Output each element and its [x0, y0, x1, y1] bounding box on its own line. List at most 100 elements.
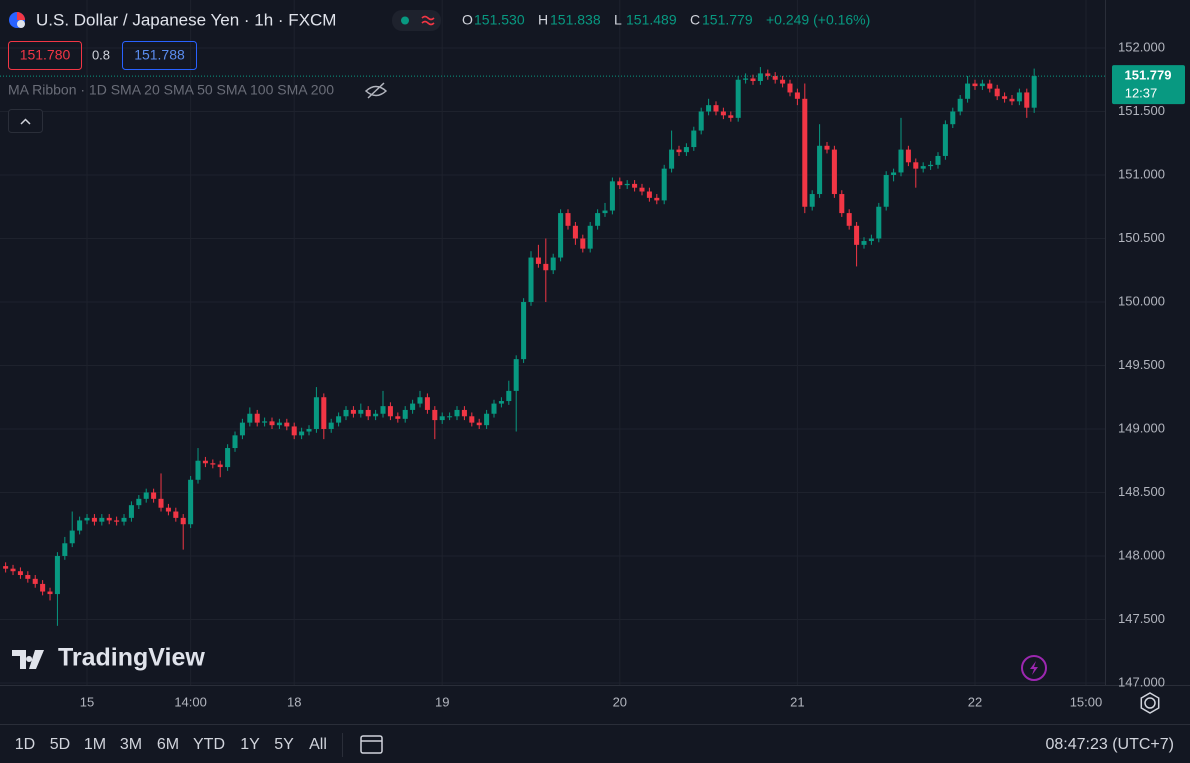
candle-body — [535, 257, 541, 264]
candle-body — [410, 403, 416, 410]
candle-body — [239, 422, 245, 436]
status-pill[interactable] — [392, 10, 441, 31]
candle-body — [321, 397, 327, 429]
candle-body — [1016, 92, 1022, 102]
candle-body — [558, 213, 564, 258]
candle-body — [299, 431, 305, 436]
candle-body — [121, 517, 127, 522]
lightning — [1030, 661, 1038, 675]
candle-body — [188, 479, 194, 525]
candle-body — [979, 83, 985, 87]
range-button[interactable]: 6M — [157, 736, 179, 753]
y-tick-label: 152.000 — [1118, 39, 1165, 54]
candle-body — [972, 83, 978, 87]
candle-body — [876, 206, 882, 239]
indicator-label: MA Ribbon · 1D SMA 20 SMA 50 SMA 100 SMA… — [8, 82, 334, 98]
candle-body — [854, 225, 860, 245]
buy-price: 151.788 — [134, 47, 185, 63]
y-tick-label: 149.000 — [1118, 420, 1165, 435]
candle-body — [928, 164, 934, 167]
candle-body — [114, 520, 120, 522]
candle-body — [683, 147, 689, 153]
candle-body — [1031, 76, 1037, 108]
candle-body — [25, 575, 31, 579]
date-range-icon[interactable] — [360, 735, 383, 754]
candle-body — [735, 79, 741, 118]
range-button[interactable]: 3M — [120, 736, 142, 753]
candle-body — [728, 115, 734, 118]
ohlc-label: H — [538, 12, 548, 28]
candle-body — [47, 591, 53, 595]
ohlc-label: L — [614, 12, 622, 28]
candle-body — [661, 168, 667, 201]
candle-body — [128, 505, 134, 518]
candle-body — [136, 498, 142, 506]
candle-body — [143, 492, 149, 499]
candle-body — [10, 568, 16, 572]
candle-body — [439, 416, 445, 421]
candle-body — [313, 397, 319, 429]
candle-body — [772, 75, 778, 80]
collapse-button[interactable] — [8, 109, 43, 133]
caret-icon — [20, 118, 31, 125]
candle-body — [284, 422, 290, 427]
candle-body — [447, 416, 453, 418]
candle-body — [202, 460, 208, 464]
candle-body — [743, 78, 749, 80]
candle-body — [905, 149, 911, 163]
settings-icon[interactable] — [1144, 697, 1156, 709]
candle-body — [691, 130, 697, 148]
y-tick-label: 148.500 — [1118, 484, 1165, 499]
candle-body — [587, 225, 593, 249]
ohlc-value: 151.779 — [702, 12, 753, 28]
candle-body — [750, 78, 756, 82]
buy-button[interactable] — [122, 41, 197, 70]
candle-body — [32, 578, 38, 584]
range-button[interactable]: 1M — [84, 736, 106, 753]
alert-icon[interactable] — [1021, 655, 1047, 681]
sell-button[interactable] — [8, 41, 82, 70]
candle-body — [713, 105, 719, 112]
x-tick-label: 19 — [435, 694, 449, 709]
candle-body — [77, 520, 83, 531]
candle-body — [765, 73, 771, 76]
candle-body — [3, 566, 9, 569]
candle-body — [632, 183, 638, 188]
candle-body — [99, 517, 105, 522]
candle-body — [173, 511, 179, 518]
flag-icon — [17, 20, 25, 28]
range-button[interactable]: YTD — [193, 736, 225, 753]
candle-body — [395, 416, 401, 419]
data-delay-icon — [421, 15, 435, 26]
candle-body — [269, 421, 275, 426]
range-button[interactable]: 5D — [50, 736, 70, 753]
clock[interactable]: 08:47:23 (UTC+7) — [1045, 736, 1174, 753]
candle-body — [706, 105, 712, 112]
candle-body — [817, 145, 823, 195]
ohlc-value: 151.530 — [474, 12, 525, 28]
candle-body — [654, 197, 660, 201]
settings-gear — [1140, 692, 1160, 714]
candles — [0, 67, 1105, 626]
candle-body — [217, 464, 223, 468]
range-button[interactable]: All — [309, 736, 327, 753]
range-button[interactable]: 1Y — [240, 736, 260, 753]
candle-body — [957, 98, 963, 112]
ohlc-value: 151.838 — [550, 12, 601, 28]
y-tick-label: 150.500 — [1118, 230, 1165, 245]
x-tick-label: 15 — [80, 694, 94, 709]
candle-body — [883, 174, 889, 207]
candle-body — [254, 413, 260, 423]
candle-body — [602, 210, 608, 214]
candle-body — [491, 403, 497, 414]
market-open-dot — [401, 16, 409, 25]
range-button[interactable]: 1D — [15, 736, 35, 753]
range-button[interactable]: 5Y — [274, 736, 294, 753]
hide-indicator-icon[interactable] — [364, 82, 388, 99]
candle-body — [432, 409, 438, 421]
candle-body — [62, 543, 68, 556]
candle-body — [513, 359, 519, 391]
last-price-tag — [1112, 65, 1185, 105]
